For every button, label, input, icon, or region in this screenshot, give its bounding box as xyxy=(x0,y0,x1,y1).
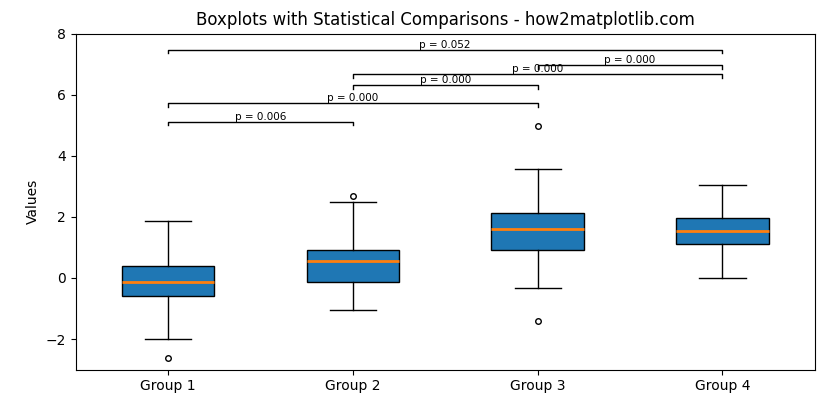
PathPatch shape xyxy=(676,218,769,244)
Text: p = 0.000: p = 0.000 xyxy=(604,55,656,65)
PathPatch shape xyxy=(307,249,399,282)
Text: p = 0.052: p = 0.052 xyxy=(419,40,471,50)
PathPatch shape xyxy=(122,265,214,297)
Y-axis label: Values: Values xyxy=(26,179,40,224)
PathPatch shape xyxy=(491,213,584,250)
Title: Boxplots with Statistical Comparisons - how2matplotlib.com: Boxplots with Statistical Comparisons - … xyxy=(196,11,695,29)
Text: p = 0.000: p = 0.000 xyxy=(419,75,471,85)
Text: p = 0.000: p = 0.000 xyxy=(327,93,379,103)
Text: p = 0.006: p = 0.006 xyxy=(234,112,286,121)
Text: p = 0.000: p = 0.000 xyxy=(512,64,564,74)
